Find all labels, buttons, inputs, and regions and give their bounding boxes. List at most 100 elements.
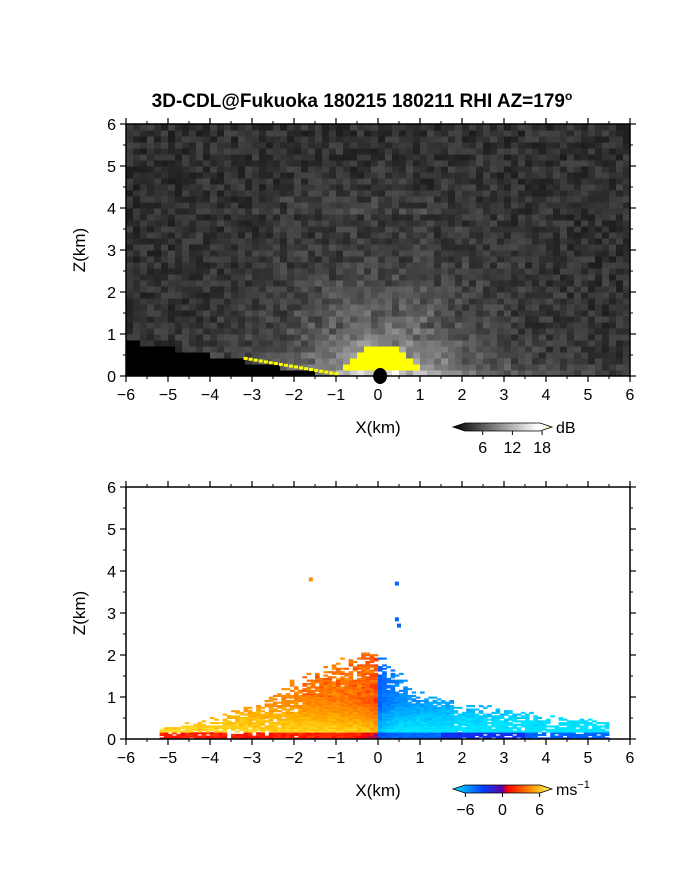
velocity-cell: [483, 723, 488, 726]
reflectivity-cell: [140, 172, 148, 179]
velocity-cell: [222, 735, 228, 738]
reflectivity-cell: [609, 220, 617, 227]
reflectivity-cell: [602, 364, 610, 371]
reflectivity-cell: [196, 124, 204, 131]
velocity-cell: [294, 715, 299, 718]
reflectivity-cell: [266, 304, 274, 311]
velocity-cell: [327, 713, 333, 716]
reflectivity-cell: [595, 130, 603, 137]
reflectivity-cell: [168, 202, 176, 209]
reflectivity-cell: [511, 172, 519, 179]
reflectivity-cell: [301, 196, 309, 203]
reflectivity-cell: [595, 286, 603, 293]
reflectivity-cell: [532, 358, 540, 365]
reflectivity-cell: [448, 292, 456, 299]
reflectivity-cell: [511, 370, 519, 377]
reflectivity-cell: [581, 154, 589, 161]
velocity-cell: [340, 679, 345, 682]
velocity-cell: [403, 715, 408, 718]
velocity-cell: [323, 710, 328, 713]
reflectivity-cell: [364, 244, 372, 251]
velocity-cell: [331, 720, 337, 723]
reflectivity-cell: [329, 238, 337, 245]
reflectivity-cell: [623, 310, 631, 317]
velocity-cell: [289, 716, 295, 720]
reflectivity-cell: [469, 310, 477, 317]
velocity-cell: [319, 732, 324, 735]
reflectivity-cell: [392, 310, 400, 317]
reflectivity-cell: [392, 298, 400, 305]
reflectivity-cell: [126, 160, 134, 167]
velocity-cell: [399, 722, 404, 725]
reflectivity-cell: [455, 154, 463, 161]
reflectivity-cell: [462, 280, 470, 287]
reflectivity-cell: [308, 226, 316, 233]
velocity-cell: [273, 732, 278, 735]
reflectivity-cell: [546, 202, 554, 209]
velocity-cell: [268, 703, 274, 706]
velocity-cell: [226, 727, 232, 730]
reflectivity-cell: [413, 172, 421, 179]
reflectivity-cell: [308, 274, 316, 281]
reflectivity-cell: [525, 316, 533, 323]
reflectivity-cell: [168, 184, 176, 191]
reflectivity-cell: [616, 124, 624, 131]
velocity-cell: [294, 696, 299, 699]
velocity-cell: [382, 708, 387, 711]
velocity-cell: [319, 730, 324, 733]
reflectivity-cell: [392, 274, 400, 281]
velocity-cell: [302, 725, 307, 728]
reflectivity-cell: [623, 148, 631, 155]
reflectivity-cell: [518, 280, 526, 287]
reflectivity-cell: [154, 274, 162, 281]
reflectivity-cell: [448, 280, 456, 287]
reflectivity-cell: [441, 238, 449, 245]
reflectivity-cell: [602, 142, 610, 149]
reflectivity-cell: [623, 136, 631, 143]
velocity-cell: [483, 722, 488, 725]
reflectivity-cell: [588, 364, 596, 371]
velocity-cell: [277, 706, 282, 709]
velocity-cell: [357, 713, 362, 716]
velocity-cell: [390, 689, 396, 692]
reflectivity-cell: [553, 304, 561, 311]
velocity-cell: [449, 723, 454, 726]
velocity-cell: [306, 699, 312, 703]
reflectivity-cell: [560, 190, 568, 197]
velocity-cell: [436, 706, 442, 709]
reflectivity-cell: [441, 160, 449, 167]
reflectivity-cell: [224, 166, 232, 173]
reflectivity-cell: [252, 310, 260, 317]
reflectivity-cell: [224, 250, 232, 257]
velocity-cell: [415, 727, 421, 730]
reflectivity-cell: [336, 316, 344, 323]
reflectivity-cell: [399, 364, 407, 371]
reflectivity-cell: [224, 148, 232, 155]
reflectivity-cell: [343, 364, 351, 371]
reflectivity-cell: [385, 340, 393, 347]
reflectivity-cell: [133, 202, 141, 209]
reflectivity-cell: [231, 214, 239, 221]
reflectivity-cell: [280, 208, 288, 215]
reflectivity-cell: [133, 280, 141, 287]
reflectivity-cell: [140, 136, 148, 143]
reflectivity-cell: [385, 250, 393, 257]
velocity-cell: [394, 728, 400, 731]
reflectivity-cell: [203, 196, 211, 203]
reflectivity-cell: [392, 280, 400, 287]
reflectivity-cell: [161, 262, 169, 269]
velocity-cell: [365, 733, 370, 737]
reflectivity-cell: [553, 256, 561, 263]
velocity-cell: [310, 693, 316, 696]
velocity-cell: [457, 720, 463, 723]
velocity-cell: [378, 711, 383, 714]
reflectivity-cell: [217, 364, 225, 371]
velocity-cell: [474, 722, 480, 725]
reflectivity-cell: [336, 184, 344, 191]
velocity-cell: [184, 730, 190, 733]
reflectivity-cell: [574, 316, 582, 323]
velocity-cell: [394, 730, 400, 733]
reflectivity-cell: [245, 334, 253, 341]
reflectivity-cell: [420, 298, 428, 305]
velocity-cell: [369, 701, 375, 704]
